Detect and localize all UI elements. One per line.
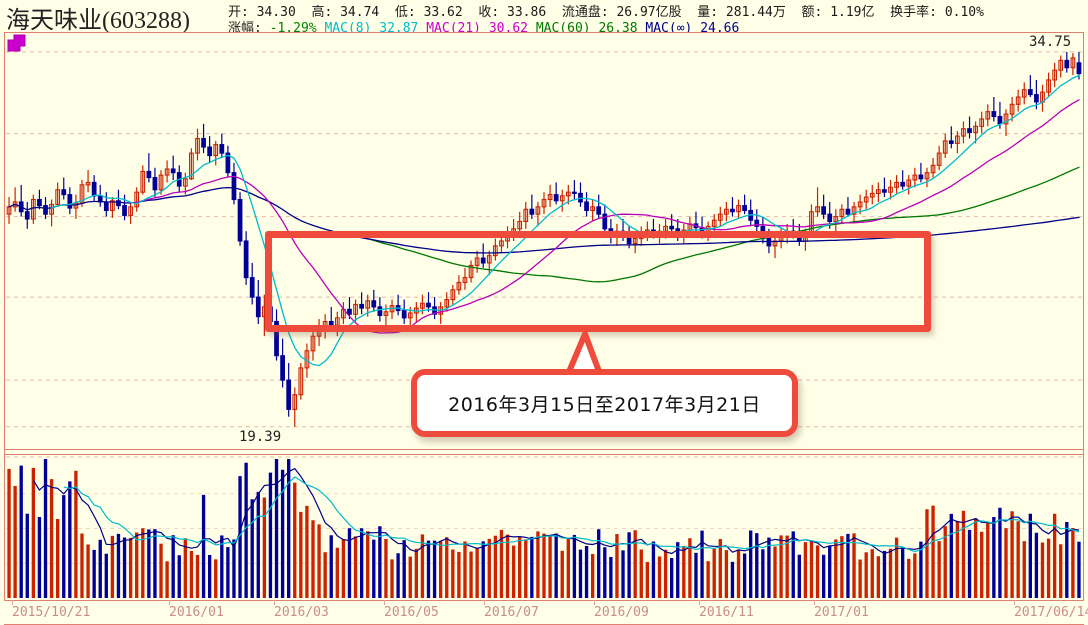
callout-label: 2016年3月15日至2017年3月21日 [448, 393, 761, 416]
open-value: 34.30 [256, 5, 296, 20]
x-axis-tick [1014, 600, 1015, 605]
volume-chart-panel[interactable] [4, 455, 1084, 600]
x-axis-tick-label: 2016/11 [699, 605, 754, 620]
x-axis-tick [814, 600, 815, 605]
price-low-label: 19.39 [239, 429, 282, 445]
x-axis: 2015/10/21 2016/01 2016/03 2016/05 2016/07 20… [4, 600, 1088, 625]
low-value: 33.62 [423, 5, 463, 20]
volume-panel-top-border [4, 454, 1084, 455]
high-value: 34.74 [340, 5, 380, 20]
price-panel-bottom-border [4, 449, 1084, 450]
consolidation-highlight-rectangle [265, 231, 931, 332]
volume-label: 量: [697, 5, 719, 20]
x-axis-tick-label: 2017/06/14 [1014, 605, 1088, 620]
chart-right-border [1083, 32, 1084, 600]
open-label: 开: [228, 5, 249, 20]
x-axis-tick-label: 2016/03 [274, 605, 329, 620]
turnover-label: 换手率: [890, 5, 937, 20]
chart-left-border [4, 32, 5, 600]
x-axis-tick-label: 2017/01 [814, 605, 869, 620]
volume-value: 281.44万 [725, 5, 786, 20]
x-axis-tick-label: 2016/05 [384, 605, 439, 620]
x-axis-tick [594, 600, 595, 605]
x-axis-tick-label: 2016/07 [484, 605, 539, 620]
date-range-callout: 2016年3月15日至2017年3月21日 [411, 369, 798, 437]
quote-summary-line: 开: 34.30 高: 34.74 低: 33.62 收: 33.86 流通盘:… [228, 1, 984, 20]
x-axis-top-rule [4, 600, 1084, 601]
x-axis-tick-label: 2016/01 [169, 605, 224, 620]
float-label: 流通盘: [561, 5, 609, 20]
x-axis-tick-label: 2015/10/21 [12, 605, 91, 620]
x-axis-tick [484, 600, 485, 605]
low-label: 低: [394, 5, 416, 20]
high-label: 高: [311, 5, 333, 20]
x-axis-tick [384, 600, 385, 605]
x-axis-tick-label: 2016/09 [594, 605, 649, 620]
turnover-value: 0.10% [944, 5, 984, 20]
x-axis-tick [169, 600, 170, 605]
callout-pointer-tail [565, 332, 603, 374]
x-axis-tick [12, 600, 13, 605]
float-value: 26.97亿股 [616, 5, 682, 20]
cursor-arrow-icon [7, 34, 26, 52]
price-high-label: 34.75 [1029, 34, 1072, 50]
quote-header: 海天味业(603288) 开: 34.30 高: 34.74 低: 33.62 … [0, 0, 1088, 36]
chart-top-border [4, 32, 1084, 33]
x-axis-tick [699, 600, 700, 605]
amount-value: 1.19亿 [830, 5, 875, 20]
stock-name-title: 海天味业(603288) [6, 8, 190, 34]
close-value: 33.86 [507, 5, 547, 20]
close-label: 收: [478, 5, 500, 20]
x-axis-tick [274, 600, 275, 605]
amount-label: 额: [801, 5, 823, 20]
